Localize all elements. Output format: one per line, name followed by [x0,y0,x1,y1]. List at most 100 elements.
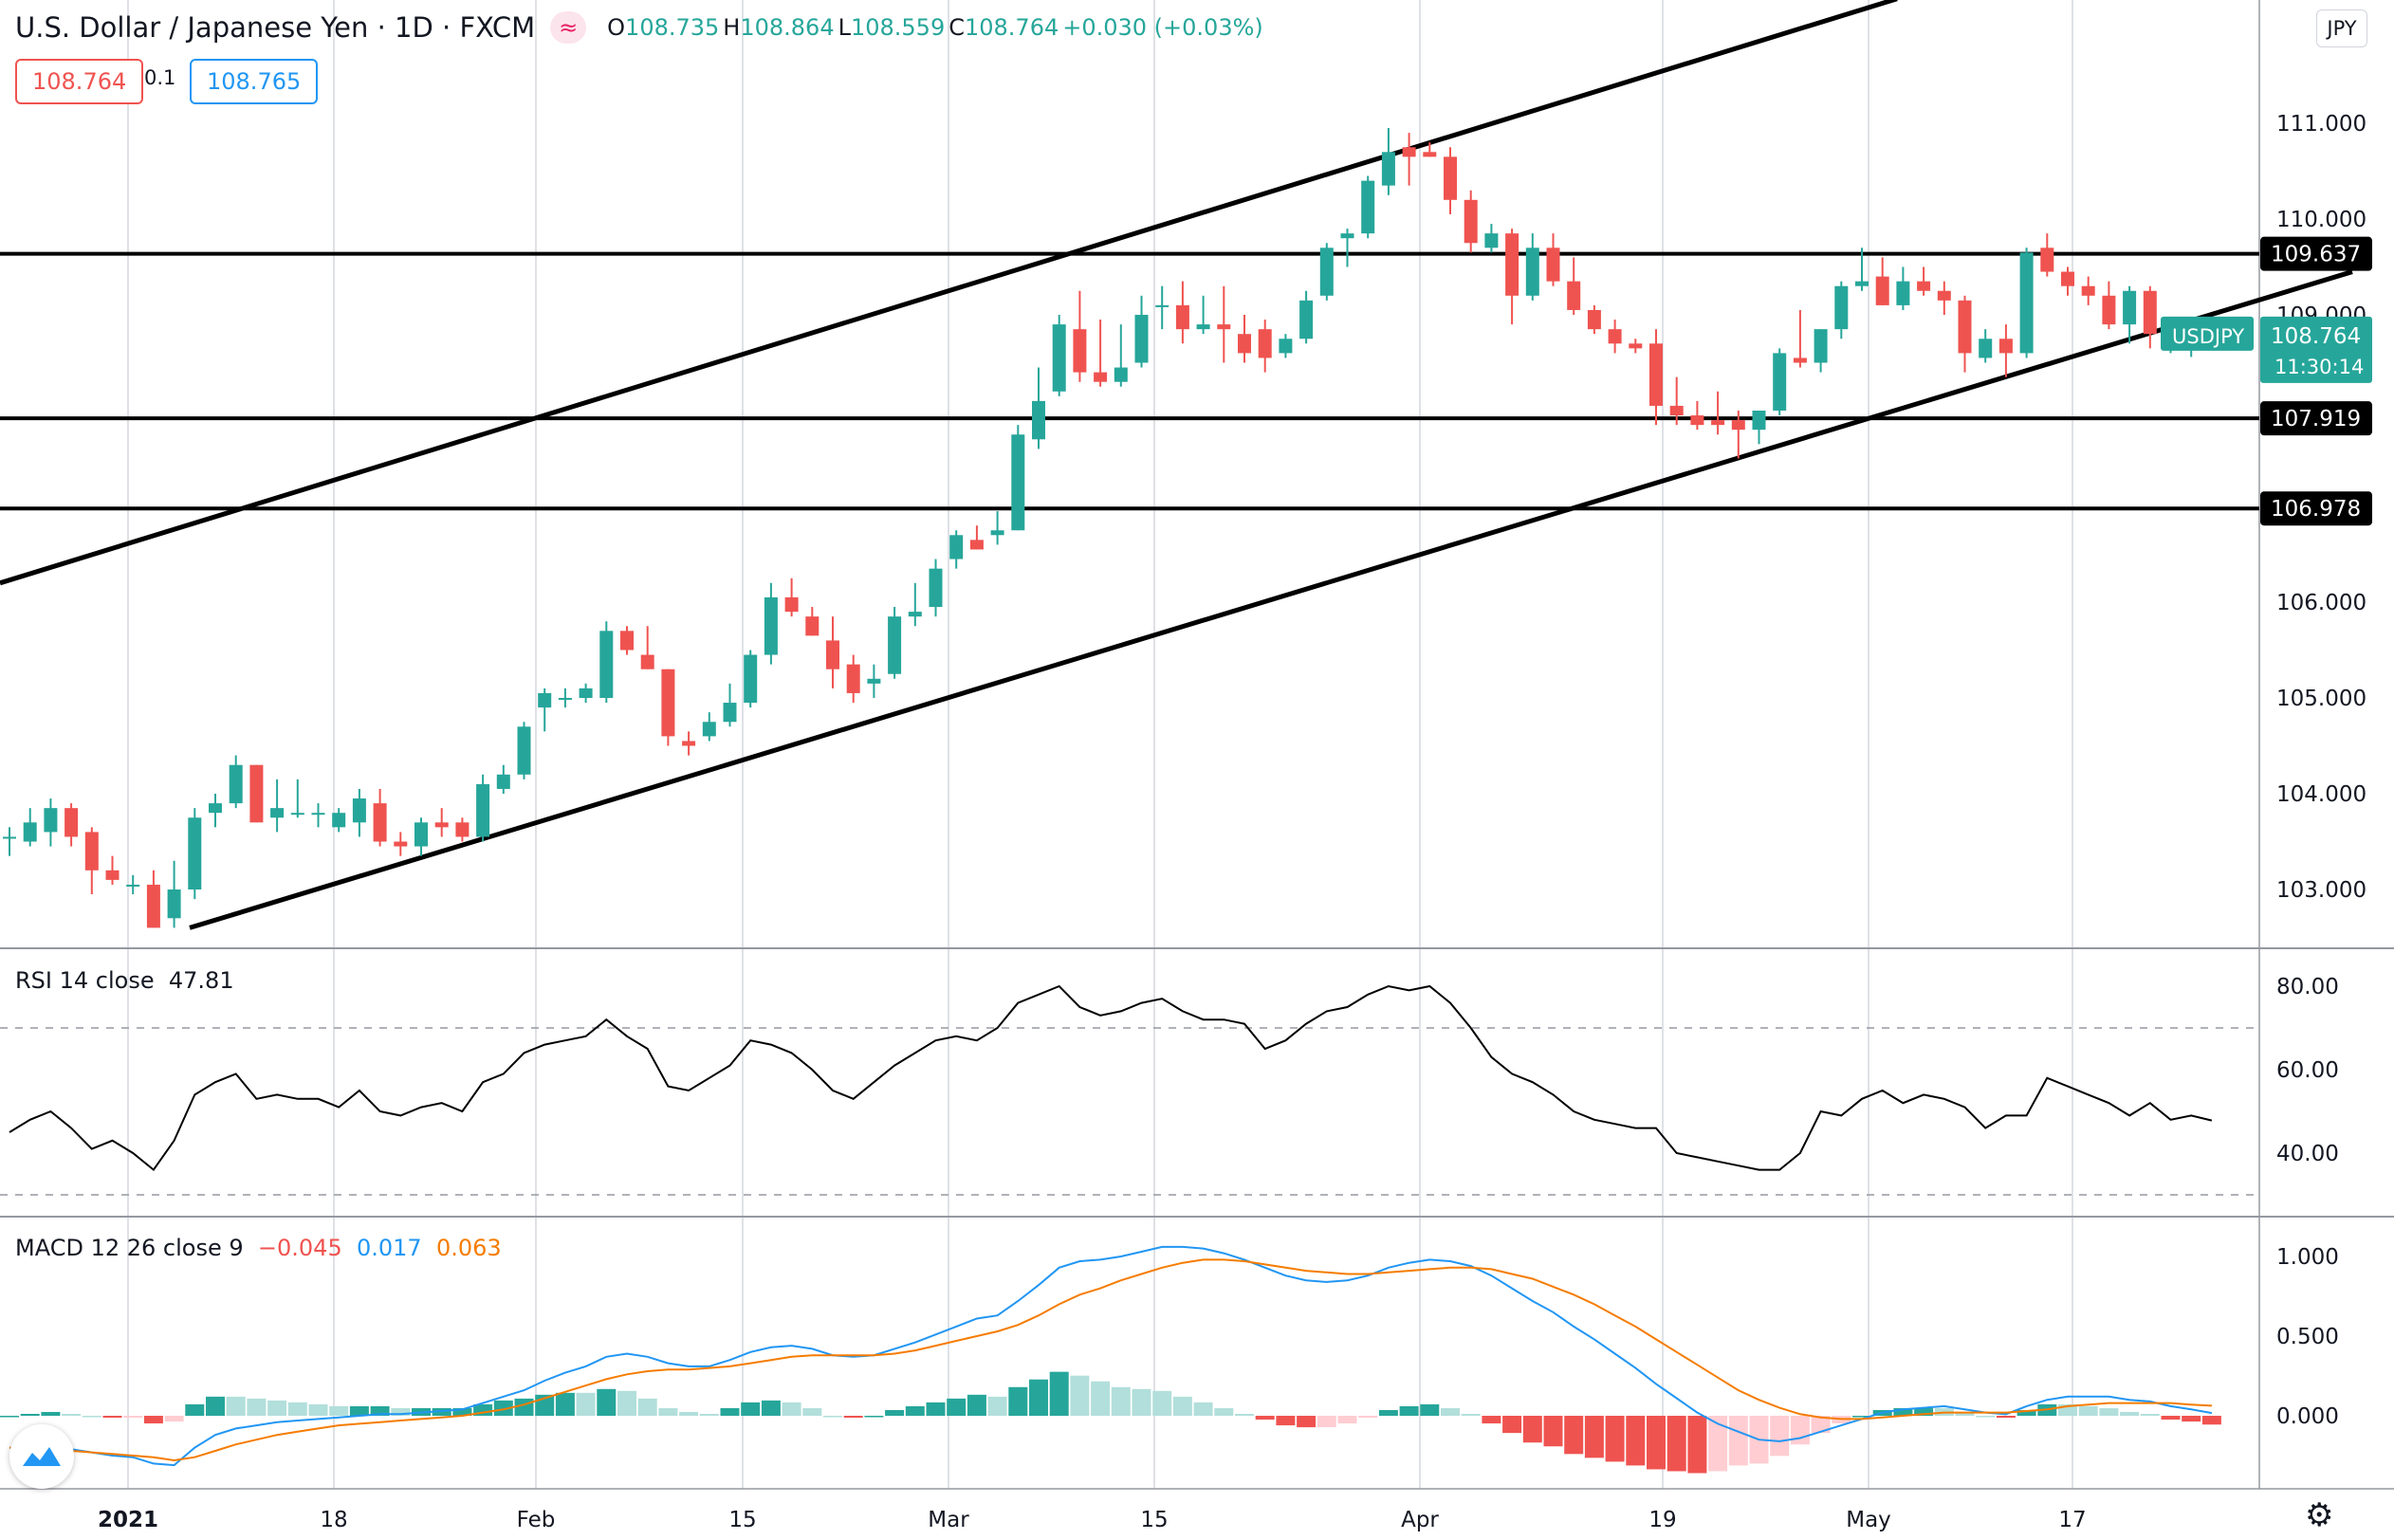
axis-tick-label: 106.000 [2276,591,2366,615]
macd-histogram-bar [2078,1405,2098,1416]
candle-body [1094,372,1108,382]
axis-tick-label: Apr [1401,1508,1439,1532]
level-price-label: 109.637 [2271,243,2361,267]
candle-body [1361,180,1375,234]
open-value: O108.735 [607,14,720,41]
macd-legend[interactable]: MACD 12 26 close 9 −0.045 0.017 0.063 [15,1235,502,1261]
axis-tick-label: Mar [928,1508,969,1532]
candle-body [64,808,79,837]
macd-line [9,1245,2213,1467]
axis-tick-label: 104.000 [2276,782,2366,807]
candle-body [1629,343,1643,349]
tradingview-logo-icon[interactable] [9,1424,74,1489]
candle-body [1731,420,1745,431]
candle-body [1238,334,1251,354]
macd-histogram-bar [1049,1371,1069,1416]
candle-body [209,803,222,814]
sell-price-button[interactable]: 108.764 [15,59,144,104]
candle-body [846,664,860,693]
candle-body [702,722,716,737]
macd-histogram-bar [1399,1405,1419,1416]
candle-body [2123,290,2137,325]
macd-histogram-bar [493,1400,513,1416]
settings-gear-icon[interactable]: ⚙ [2305,1496,2334,1534]
currency-button[interactable]: JPY [2316,9,2367,47]
candle-body [640,654,654,669]
macd-histogram-bar [1605,1416,1625,1462]
change-value: +0.030 (+0.03%) [1062,14,1263,41]
indicator-icon[interactable]: ≈ [550,11,587,44]
candle-body [332,813,346,828]
candle-body [1032,400,1045,440]
candle-body [1814,329,1828,363]
candle-body [1175,304,1189,330]
axis-tick-label: 19 [1648,1508,1676,1532]
macd-histogram-bar [514,1398,534,1416]
candle-body [496,774,510,789]
candle-body [290,813,304,816]
macd-histogram-bar [2016,1409,2036,1416]
macd-histogram-bar [206,1396,225,1416]
macd-histogram-bar [1235,1413,1254,1416]
macd-histogram-bar [1914,1407,1934,1416]
macd-histogram-bar [1029,1379,1048,1416]
macd-histogram-bar [1728,1416,1748,1466]
candle-body [1546,248,1560,282]
macd-histogram-bar [761,1400,781,1416]
macd-histogram-bar [782,1402,801,1416]
candle-body [1587,309,1601,330]
macd-histogram-bar [679,1411,699,1416]
candle-body [2061,271,2074,286]
candle-body [1998,339,2013,354]
macd-histogram-bar [1708,1416,1728,1472]
level-price-tag [2260,401,2372,436]
macd-histogram-bar [62,1413,82,1416]
spread-value: 0.1 [144,66,176,89]
macd-histogram-bar [1461,1413,1481,1416]
candle-body [1402,147,1416,157]
candle-body [517,726,531,775]
macd-histogram-bar [802,1407,822,1416]
symbol-title[interactable]: U.S. Dollar / Japanese Yen · 1D · FXCM [15,11,536,44]
macd-histogram-bar [1667,1416,1686,1472]
candle-body [990,530,1004,536]
high-value: H108.864 [723,14,835,41]
buy-price-button[interactable]: 108.765 [190,59,319,104]
candle-body [2102,295,2116,325]
candle-body [373,803,387,842]
candle-body [682,741,696,746]
candle-body [661,669,675,737]
macd-histogram-bar [720,1407,740,1416]
macd-histogram-bar [1893,1407,1913,1416]
candle-body [1525,248,1539,296]
candle-body [352,798,366,823]
candle-body [188,817,202,889]
candle-body [1690,415,1704,426]
candle-body [908,612,922,617]
candle-body [1134,315,1149,363]
candle-body [1011,434,1025,531]
candle-body [394,841,408,847]
candle-body [1937,290,1951,301]
macd-histogram-bar [82,1416,101,1418]
candle-body [1217,324,1231,330]
level-price-label: 106.978 [2271,497,2361,522]
candle-body [744,654,758,704]
candle-body [1299,300,1314,339]
candle-body [1896,281,1910,305]
macd-histogram-bar [905,1405,925,1416]
macd-histogram-bar [1502,1416,1522,1434]
candle-body [414,822,428,847]
axis-tick-label: 15 [1140,1508,1168,1532]
macd-histogram-bar [1317,1416,1336,1428]
macd-histogram-bar [1008,1386,1028,1416]
candle-body [23,822,37,842]
candle-body [44,808,58,833]
macd-histogram-bar [1811,1416,1831,1434]
macd-histogram-bar [308,1403,328,1416]
candle-body [599,631,614,698]
rsi-legend[interactable]: RSI 14 close 47.81 [15,967,234,994]
macd-histogram-bar [926,1402,946,1416]
axis-tick-label: 110.000 [2276,208,2366,232]
